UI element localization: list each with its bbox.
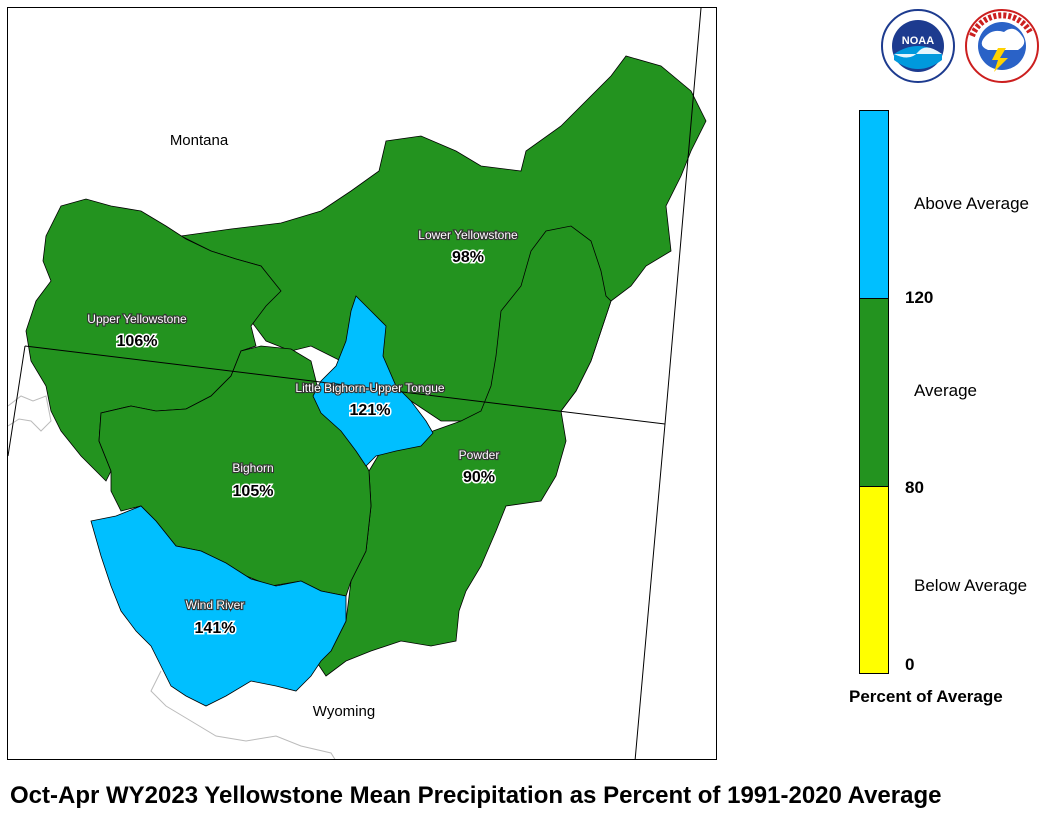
legend-swatch-above bbox=[859, 110, 889, 299]
outside-basin-outline bbox=[8, 395, 52, 432]
legend-tick-0: 0 bbox=[905, 655, 915, 674]
page-title: Oct-Apr WY2023 Yellowstone Mean Precipit… bbox=[10, 782, 942, 809]
legend-label-above: Above Average bbox=[914, 194, 1029, 213]
basin-little-bighorn-upper-tongue[interactable] bbox=[312, 295, 434, 467]
idaho-border bbox=[8, 345, 26, 457]
montana-wyoming-border bbox=[24, 345, 666, 425]
legend-label-below: Below Average bbox=[914, 576, 1028, 595]
basin-percent-bighorn: 105% bbox=[233, 483, 274, 500]
nws-logo bbox=[965, 9, 1039, 83]
basin-label-little-bighorn-upper-tongue: Little Bighorn-Upper Tongue bbox=[295, 381, 445, 395]
legend-swatch-below bbox=[859, 486, 889, 674]
noaa-logo-text: NOAA bbox=[902, 35, 934, 47]
legend-label-average: Average bbox=[914, 381, 978, 400]
basin-percent-lower-yellowstone: 98% bbox=[452, 249, 484, 266]
basin-percent-upper-yellowstone: 106% bbox=[117, 333, 158, 350]
basin-wind-river[interactable] bbox=[90, 505, 347, 707]
map-canvas: Montana Wyoming Lower Yellowstone 98% Up… bbox=[8, 8, 707, 759]
agency-logos: NOAA bbox=[880, 8, 1040, 86]
basin-label-powder: Powder bbox=[459, 448, 500, 462]
state-label-montana: Montana bbox=[170, 132, 229, 149]
basin-percent-little-bighorn-upper-tongue: 121% bbox=[350, 402, 391, 419]
basin-percent-powder: 90% bbox=[463, 469, 495, 486]
outside-basin-outline bbox=[150, 670, 336, 759]
eastern-state-border bbox=[634, 8, 702, 759]
basin-label-wind-river: Wind River bbox=[186, 598, 245, 612]
noaa-logo: NOAA bbox=[881, 9, 955, 83]
state-label-wyoming: Wyoming bbox=[313, 703, 375, 720]
legend-swatch-average bbox=[859, 298, 889, 487]
legend-tick-80: 80 bbox=[905, 478, 924, 497]
legend-title: Percent of Average bbox=[849, 687, 1003, 706]
legend-tick-120: 120 bbox=[905, 288, 934, 307]
basin-label-upper-yellowstone: Upper Yellowstone bbox=[87, 312, 187, 326]
basin-label-lower-yellowstone: Lower Yellowstone bbox=[418, 228, 518, 242]
map-frame: Montana Wyoming Lower Yellowstone 98% Up… bbox=[7, 7, 717, 760]
basin-label-bighorn: Bighorn bbox=[232, 461, 273, 475]
basin-percent-wind-river: 141% bbox=[195, 620, 236, 637]
